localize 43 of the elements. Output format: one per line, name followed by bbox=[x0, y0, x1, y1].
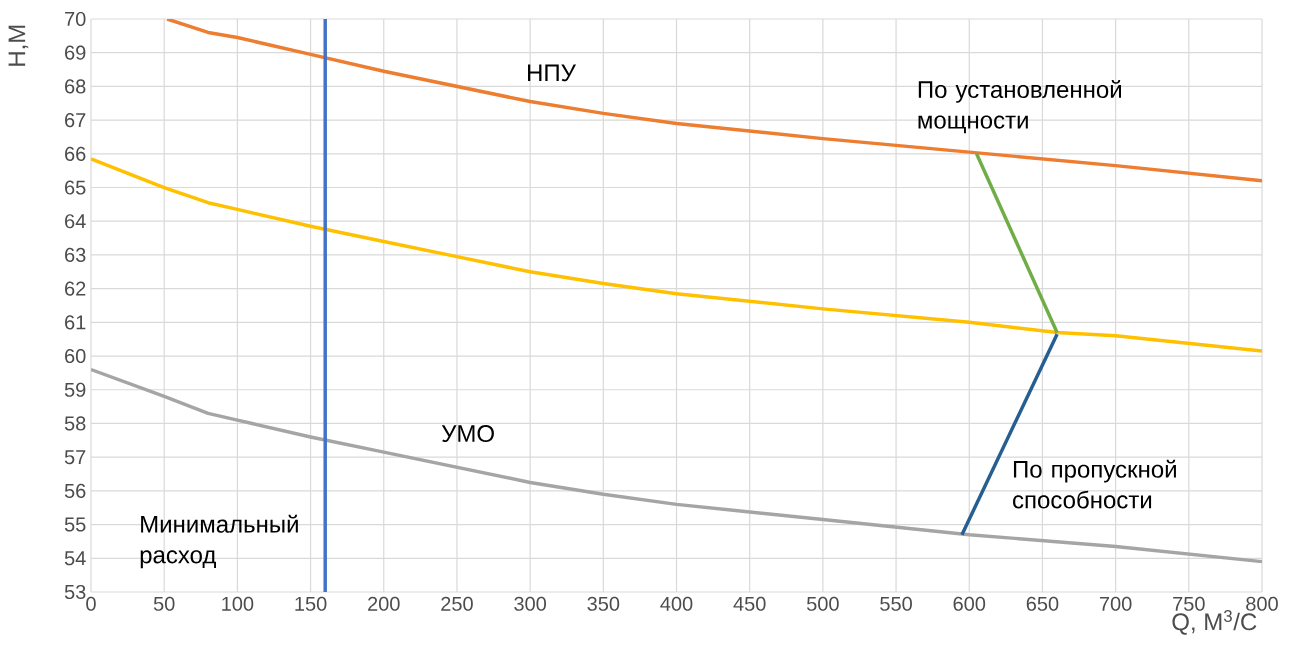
y-tick-label: 54 bbox=[64, 551, 86, 566]
series-label: УМО bbox=[441, 425, 494, 443]
y-tick-label: 55 bbox=[64, 517, 86, 532]
x-tick-label: 450 bbox=[733, 596, 766, 611]
y-tick-label: 56 bbox=[64, 483, 86, 498]
y-tick-label: 59 bbox=[64, 382, 86, 397]
x-tick-label: 50 bbox=[153, 596, 175, 611]
y-tick-label: 66 bbox=[65, 146, 86, 161]
x-tick-label: 800 bbox=[1246, 596, 1278, 611]
y-tick-label: 63 bbox=[65, 247, 86, 262]
x-tick-label: 300 bbox=[514, 596, 547, 611]
x-tick-label: 600 bbox=[953, 596, 986, 611]
y-tick-label: 53 bbox=[64, 584, 86, 600]
y-tick-label: 69 bbox=[65, 45, 86, 60]
y-tick-label: 68 bbox=[65, 79, 86, 94]
x-tick-label: 350 bbox=[587, 596, 620, 611]
y-tick-label: 58 bbox=[64, 416, 86, 431]
y-tick-label: 65 bbox=[65, 180, 86, 195]
y-tick-label: 67 bbox=[65, 113, 86, 128]
x-tick-label: 200 bbox=[368, 596, 400, 611]
y-tick-label: 60 bbox=[65, 348, 86, 364]
x-tick-label: 650 bbox=[1026, 596, 1059, 611]
x-tick-label: 700 bbox=[1099, 596, 1132, 611]
y-tick-label: 70 bbox=[65, 11, 86, 27]
y-tick-label: 62 bbox=[65, 281, 86, 296]
x-tick-label: 150 bbox=[295, 596, 327, 611]
line-series bbox=[91, 157, 1262, 353]
x-tick-label: 250 bbox=[441, 596, 473, 611]
x-tick-label: 400 bbox=[660, 596, 693, 611]
ref-line-label: Минимальный расход bbox=[140, 514, 298, 569]
y-axis-title: Н,М bbox=[8, 25, 29, 66]
y-tick-label: 57 bbox=[64, 450, 86, 465]
x-tick-label: 750 bbox=[1173, 596, 1205, 611]
text: По установленной мощности bbox=[918, 79, 1121, 134]
x-tick-label: 500 bbox=[806, 596, 839, 611]
x-tick-label: 0 bbox=[86, 596, 96, 611]
x-axis-title: Q, М$^{3}$/С bbox=[1172, 610, 1257, 635]
x-tick-label: 100 bbox=[222, 596, 254, 611]
y-tick-label: 64 bbox=[65, 214, 86, 229]
y-tick-label: 61 bbox=[65, 315, 86, 330]
series-label: По пропускной способности bbox=[1013, 459, 1176, 509]
x-tick-label: 550 bbox=[880, 596, 912, 611]
series-label: НПУ bbox=[528, 64, 577, 82]
